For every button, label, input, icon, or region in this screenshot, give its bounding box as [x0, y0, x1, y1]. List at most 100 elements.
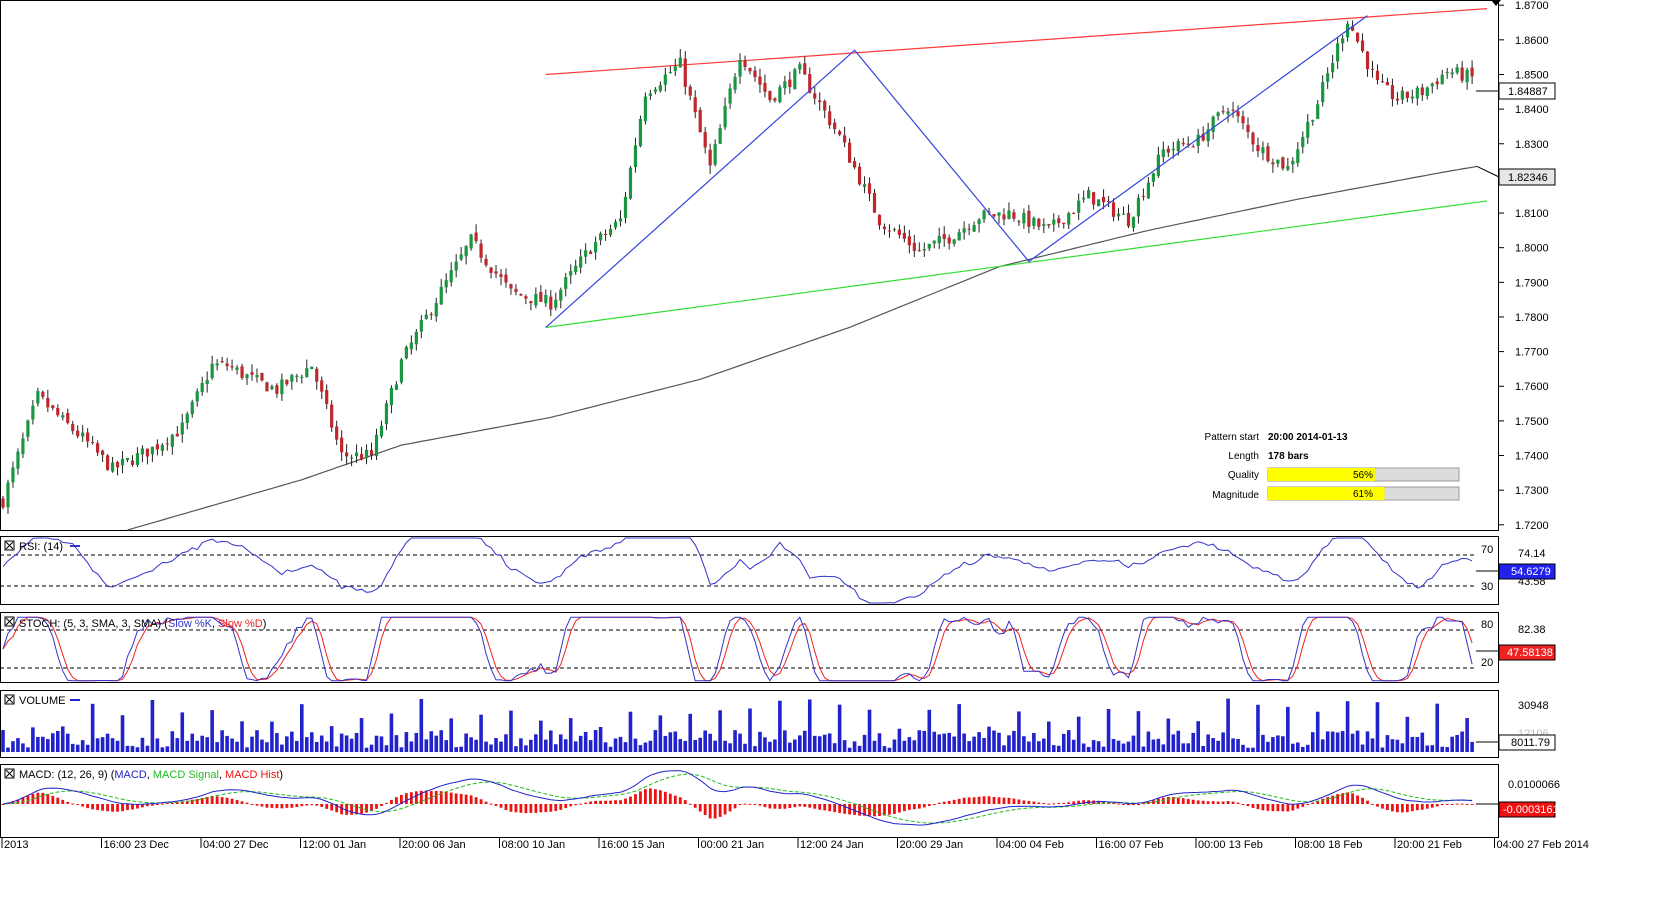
- scroll-marker-icon[interactable]: [1491, 0, 1501, 6]
- macd-hist-bar: [404, 793, 408, 804]
- candle-body: [987, 211, 991, 213]
- time-tick-label: 04:00 27 Feb 2014: [1497, 839, 1589, 851]
- macd-signal-path: [2, 773, 1473, 824]
- macd-hist-bar: [758, 804, 762, 806]
- volume-bar: [504, 734, 508, 752]
- macd-hist-bar: [653, 789, 657, 804]
- candle-body: [1141, 196, 1146, 198]
- candle-body: [1136, 197, 1141, 217]
- macd-hist-bar: [932, 804, 936, 805]
- macd-hist-bar: [977, 796, 981, 804]
- candle-body: [250, 372, 254, 375]
- candle-body: [1022, 213, 1026, 224]
- volume-bar: [1375, 702, 1380, 752]
- candle-body: [1276, 159, 1280, 164]
- time-tick-label: 20:00 29 Jan: [900, 839, 964, 851]
- macd-hist-bar: [484, 801, 488, 804]
- volume-bar: [160, 747, 165, 752]
- candle-body: [205, 380, 209, 384]
- candlesticks: [1, 20, 1474, 514]
- candle-body: [1410, 96, 1414, 99]
- volume-bar: [942, 733, 947, 752]
- macd-hist-bar: [693, 804, 697, 808]
- volume-bar: [524, 745, 528, 752]
- volume-bar: [992, 730, 996, 752]
- macd-hist-bar: [395, 797, 398, 804]
- candle-body: [504, 274, 508, 283]
- macd-hist-bar: [823, 804, 827, 811]
- candle-body: [51, 405, 55, 409]
- volume-bar: [369, 744, 374, 752]
- volume-bar: [1166, 718, 1171, 752]
- wedge-lines: [545, 8, 1488, 328]
- volume-bar: [997, 732, 1001, 752]
- macd-hist-bar: [718, 804, 722, 817]
- volume-bar: [1196, 721, 1200, 752]
- volume-bar: [31, 727, 35, 752]
- candle-body: [982, 210, 986, 220]
- candle-body: [514, 288, 518, 292]
- candle-body: [872, 192, 877, 213]
- macd-hist-bar: [260, 804, 264, 807]
- volume-bar: [1330, 731, 1335, 752]
- candle-body: [1007, 210, 1011, 219]
- candle-body: [26, 420, 30, 437]
- candle-body: [1121, 213, 1126, 215]
- candle-body: [1116, 213, 1121, 217]
- macd-hist-bar: [1012, 798, 1016, 804]
- volume-bar: [26, 747, 30, 752]
- macd-hist-bar: [803, 804, 807, 807]
- candle-body: [962, 228, 966, 233]
- macd-hist-bar: [579, 803, 583, 805]
- candle-body: [1415, 87, 1419, 99]
- volume-bar: [319, 735, 324, 752]
- volume-bar: [902, 740, 907, 752]
- candle-body: [245, 374, 249, 379]
- macd-hist-bar: [220, 797, 224, 804]
- candle-body: [1395, 98, 1399, 101]
- volume-bar: [1455, 734, 1459, 752]
- macd-hist-bar: [21, 797, 25, 804]
- macd-hist-bar: [335, 804, 339, 813]
- volume-bar: [1216, 740, 1220, 752]
- macd-hist-bar: [265, 804, 269, 808]
- candle-body: [1012, 212, 1016, 219]
- volume-bar: [1420, 732, 1425, 752]
- candle-body: [1201, 133, 1205, 141]
- volume-bar: [1325, 731, 1330, 752]
- candle-body: [1161, 149, 1165, 158]
- price-axis: 1.87001.86001.85001.84001.83001.82001.81…: [1499, 0, 1549, 532]
- macd-hist-bar: [1216, 801, 1220, 804]
- candle-body: [897, 229, 901, 235]
- volume-title: VOLUME: [19, 695, 65, 707]
- macd-hist-bar: [1470, 804, 1474, 805]
- volume-bar: [1221, 732, 1225, 752]
- volume-bar: [937, 734, 942, 752]
- macd-hist-bar: [1191, 799, 1195, 804]
- volume-bar: [275, 733, 279, 752]
- macd-hist-bar: [136, 804, 139, 809]
- macd-hist-bar: [888, 804, 891, 815]
- candle-body: [1266, 146, 1270, 162]
- candle-body: [409, 342, 413, 350]
- volume-bar: [1191, 732, 1196, 752]
- macd-hist-bar: [141, 804, 144, 808]
- macd-hist-bar: [808, 804, 812, 808]
- macd-hist-bar: [1415, 804, 1419, 811]
- macd-hist-bar: [753, 804, 757, 805]
- macd-hist-bar: [1007, 797, 1011, 804]
- candle-body: [36, 390, 40, 404]
- candle-body: [1460, 67, 1464, 81]
- volume-bar: [1256, 704, 1260, 752]
- candle-body: [564, 277, 568, 289]
- volume-bar: [633, 738, 638, 752]
- candle-body: [479, 243, 483, 258]
- volume-bar: [653, 730, 658, 752]
- volume-bar: [783, 730, 787, 752]
- volume-bar: [90, 703, 95, 752]
- candle-body: [698, 109, 702, 133]
- candle-body: [867, 183, 872, 194]
- macd-hist-bar: [1142, 803, 1145, 805]
- candle-body: [160, 444, 164, 451]
- candle-body: [389, 387, 394, 406]
